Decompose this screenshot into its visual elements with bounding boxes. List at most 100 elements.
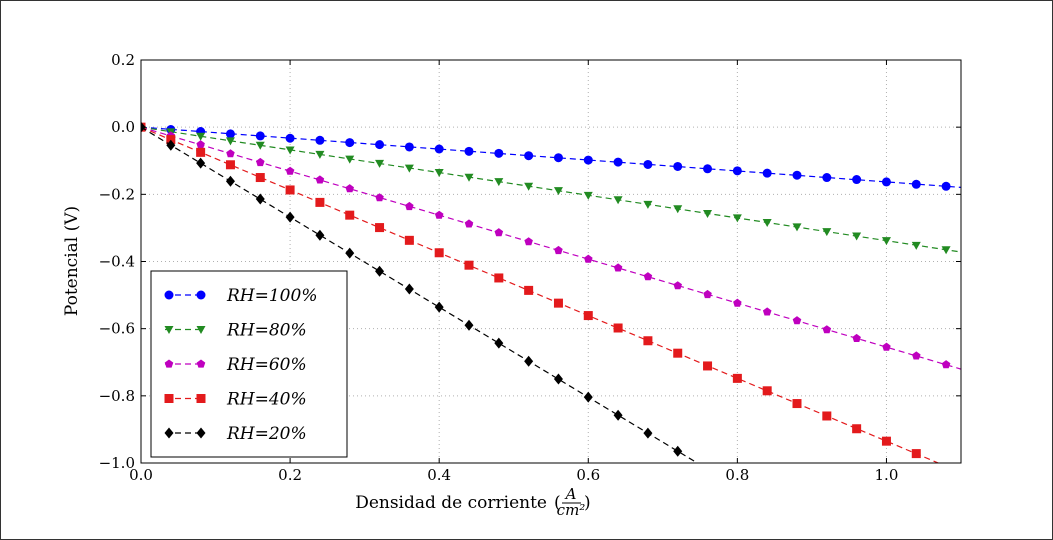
data-point bbox=[583, 311, 593, 321]
data-point bbox=[256, 157, 265, 167]
data-point bbox=[673, 445, 683, 457]
data-point bbox=[643, 159, 653, 169]
data-point bbox=[404, 142, 414, 152]
data-point bbox=[285, 185, 295, 195]
data-point bbox=[881, 237, 891, 246]
data-point bbox=[732, 166, 742, 176]
data-point bbox=[822, 173, 832, 183]
data-point bbox=[643, 272, 653, 281]
data-point bbox=[673, 161, 683, 171]
data-point bbox=[524, 151, 534, 161]
data-point bbox=[912, 351, 921, 360]
data-point bbox=[434, 210, 444, 219]
data-point bbox=[375, 265, 385, 277]
legend-label: RH=80% bbox=[226, 321, 307, 341]
data-point bbox=[315, 135, 325, 145]
series-line bbox=[141, 126, 698, 463]
data-point bbox=[226, 149, 235, 158]
data-point bbox=[732, 214, 742, 223]
y-tick-label: 0.0 bbox=[111, 118, 135, 136]
data-point bbox=[285, 166, 295, 175]
y-tick-label: −0.4 bbox=[99, 253, 135, 271]
legend-label: RH=40% bbox=[226, 390, 307, 410]
data-point bbox=[375, 159, 385, 168]
data-point bbox=[584, 254, 593, 263]
data-point bbox=[762, 219, 772, 228]
data-point bbox=[524, 355, 534, 367]
legend-label: RH=20% bbox=[226, 424, 307, 444]
data-point bbox=[673, 205, 683, 214]
data-point bbox=[315, 150, 325, 159]
data-point bbox=[345, 247, 355, 259]
data-point bbox=[762, 386, 772, 396]
legend-marker bbox=[196, 326, 206, 334]
data-point bbox=[494, 178, 504, 187]
y-tick-label: 0.2 bbox=[111, 51, 135, 69]
data-point bbox=[703, 164, 713, 174]
legend: RH=100% RH=80% RH=60% RH=40% RH=20% bbox=[150, 270, 348, 458]
legend-marker bbox=[164, 290, 174, 300]
ticks: 0.0 0.2 0.4 0.6 0.8 1.0 0.2 0.0 −0.2 −0.4 −0.6 −0.8… bbox=[99, 51, 961, 484]
y-tick-label: −0.6 bbox=[99, 320, 135, 338]
data-point bbox=[464, 219, 474, 228]
data-point bbox=[196, 132, 206, 141]
data-point bbox=[166, 135, 176, 145]
data-point bbox=[643, 200, 653, 209]
data-point bbox=[285, 211, 295, 223]
data-point bbox=[762, 307, 772, 316]
data-point bbox=[613, 323, 623, 333]
data-point bbox=[494, 273, 504, 283]
data-point bbox=[494, 148, 504, 158]
data-point bbox=[911, 179, 921, 189]
data-point bbox=[345, 210, 355, 220]
data-point bbox=[464, 146, 474, 156]
data-point bbox=[464, 319, 474, 331]
data-point bbox=[583, 191, 593, 200]
data-point bbox=[315, 229, 325, 241]
data-point bbox=[553, 153, 563, 163]
series-group bbox=[141, 121, 961, 463]
data-point bbox=[732, 373, 742, 383]
data-point bbox=[613, 196, 623, 205]
data-point bbox=[196, 147, 206, 157]
series-RH=20% bbox=[141, 121, 698, 463]
data-point bbox=[494, 228, 504, 237]
data-point bbox=[613, 263, 623, 272]
data-point bbox=[196, 140, 205, 149]
data-point bbox=[822, 325, 832, 334]
data-point bbox=[852, 333, 861, 342]
legend-marker bbox=[196, 359, 206, 368]
data-point bbox=[255, 131, 265, 141]
data-point bbox=[345, 155, 355, 164]
data-point bbox=[583, 391, 593, 403]
data-point bbox=[643, 427, 653, 439]
legend-marker bbox=[196, 427, 206, 439]
y-tick-label: −0.2 bbox=[99, 185, 135, 203]
data-point bbox=[882, 342, 891, 351]
data-point bbox=[405, 201, 414, 211]
data-point bbox=[494, 337, 504, 349]
data-point bbox=[225, 160, 235, 170]
data-point bbox=[822, 228, 832, 237]
x-axis-unit-numerator: A bbox=[564, 485, 577, 503]
y-tick-label: −0.8 bbox=[99, 387, 135, 405]
data-point bbox=[315, 197, 325, 207]
legend-label: RH=100% bbox=[226, 286, 317, 306]
data-point bbox=[643, 336, 653, 346]
legend-marker bbox=[164, 326, 174, 334]
data-point bbox=[613, 157, 623, 167]
series-line bbox=[141, 126, 939, 463]
x-tick-label: 1.0 bbox=[875, 466, 899, 484]
data-point bbox=[464, 173, 474, 182]
data-point bbox=[881, 436, 891, 446]
legend-marker bbox=[164, 359, 174, 368]
legend-label: RH=60% bbox=[226, 355, 307, 375]
data-point bbox=[285, 133, 295, 143]
data-point bbox=[434, 248, 444, 258]
data-point bbox=[345, 184, 354, 193]
x-axis-unit: ( A cm² ) bbox=[554, 485, 591, 519]
data-point bbox=[703, 209, 713, 218]
x-tick-label: 0.6 bbox=[576, 466, 600, 484]
